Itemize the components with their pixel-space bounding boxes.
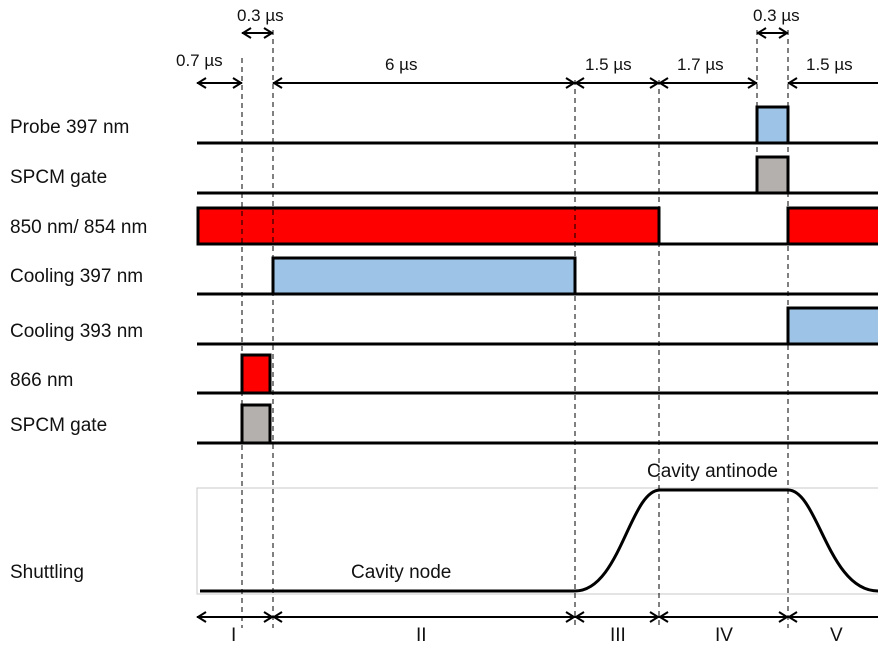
row-label-shuttling: Shuttling	[10, 562, 84, 583]
arrowhead	[747, 77, 758, 89]
label-cavity-node: Cavity node	[351, 562, 451, 583]
duration-label-0p7: 0.7 µs	[176, 51, 223, 70]
phase-label-ii: II	[416, 625, 427, 645]
row-label-spcm-gate-top: SPCM gate	[10, 167, 107, 188]
row-label-cooling-393: Cooling 393 nm	[10, 321, 143, 342]
pulse-repump-850-854-a	[196, 206, 661, 246]
duration-label-1p5-b: 1.5 µs	[806, 55, 853, 74]
arrowhead	[232, 77, 243, 89]
arrowhead	[241, 27, 252, 39]
arrowhead	[658, 611, 669, 623]
arrowhead	[196, 611, 207, 623]
phase-label-iii: III	[610, 625, 626, 645]
arrowhead	[196, 77, 207, 89]
pulse-probe-397	[755, 105, 790, 145]
arrowhead	[756, 27, 767, 39]
arrowhead	[574, 611, 585, 623]
duration-label-top-a: 0.3 µs	[237, 6, 284, 25]
phase-label-iv: IV	[715, 625, 733, 645]
arrowhead	[263, 611, 274, 623]
duration-label-1p7: 1.7 µs	[677, 55, 724, 74]
row-label-repump-850-854: 850 nm/ 854 nm	[10, 217, 147, 238]
arrowhead	[565, 611, 576, 623]
pulse-cooling-397	[271, 256, 577, 296]
shuttling-panel	[196, 487, 878, 595]
arrowhead	[787, 611, 798, 623]
arrowhead	[649, 77, 660, 89]
shuttling-trajectory	[200, 488, 878, 593]
arrowhead	[272, 611, 283, 623]
phase-label-i: I	[231, 625, 236, 645]
pulse-cooling-393	[786, 306, 878, 346]
pulse-repump-850-854-b	[786, 206, 878, 246]
pulse-spcm-gate-top	[755, 155, 790, 195]
label-cavity-antinode: Cavity antinode	[647, 461, 778, 482]
pulse-866	[240, 353, 272, 395]
phase-label-v: V	[830, 625, 843, 645]
duration-label-1p5-a: 1.5 µs	[585, 55, 632, 74]
row-label-866: 866 nm	[10, 370, 73, 391]
arrowhead	[272, 77, 283, 89]
pulse-spcm-gate-bottom	[240, 403, 272, 445]
duration-label-top-b: 0.3 µs	[753, 6, 800, 25]
arrowhead	[574, 77, 585, 89]
arrowhead	[787, 77, 798, 89]
row-label-probe-397: Probe 397 nm	[10, 117, 129, 138]
pulse-group	[196, 105, 878, 445]
duration-label-6: 6 µs	[385, 55, 417, 74]
row-label-spcm-gate-bottom: SPCM gate	[10, 415, 107, 436]
arrowhead	[778, 27, 789, 39]
arrowhead	[565, 77, 576, 89]
arrowhead	[778, 611, 789, 623]
row-label-cooling-397: Cooling 397 nm	[10, 266, 143, 287]
arrowhead	[649, 611, 660, 623]
arrowhead	[263, 27, 274, 39]
arrowhead	[658, 77, 669, 89]
